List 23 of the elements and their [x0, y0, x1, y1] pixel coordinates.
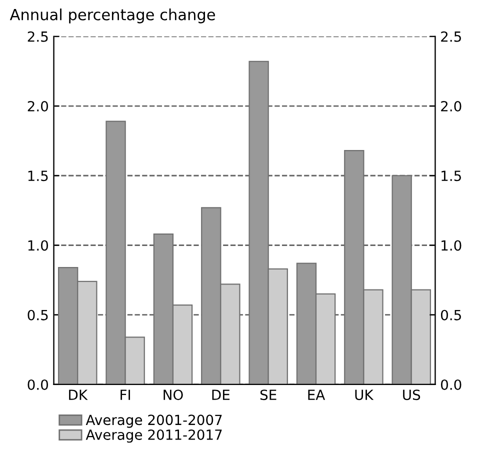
y2-tick-label: 1.0 — [442, 240, 462, 251]
legend-label: Average 2001-2007 — [86, 414, 222, 428]
y-tick-label: 0.0 — [28, 379, 48, 390]
legend-label: Average 2011-2017 — [86, 429, 222, 443]
x-tick-label: NO — [164, 390, 183, 400]
x-tick-label: US — [403, 390, 420, 400]
y-axis-title: Annual percentage change — [10, 8, 215, 24]
y2-tick-label: 2.5 — [441, 31, 461, 42]
y-tick-label: 2.0 — [28, 100, 48, 112]
x-tick-label: SE — [260, 390, 276, 400]
x-tick-label: UK — [355, 390, 374, 400]
x-tick-label: EA — [308, 390, 326, 400]
y-tick-label: 1.0 — [28, 240, 48, 251]
y2-tick-label: 0.0 — [440, 379, 462, 390]
y-tick-label: 2.5 — [28, 31, 48, 42]
y2-tick-label: 1.5 — [442, 170, 461, 182]
y2-tick-label: 0.5 — [440, 310, 461, 320]
y-tick-label: 0.5 — [28, 310, 48, 320]
x-tick-label: DE — [212, 390, 230, 400]
y-tick-label: 1.5 — [28, 170, 48, 182]
y2-tick-label: 2.0 — [441, 100, 462, 112]
x-tick-label: DK — [69, 390, 88, 400]
x-tick-label: FI — [120, 390, 130, 400]
